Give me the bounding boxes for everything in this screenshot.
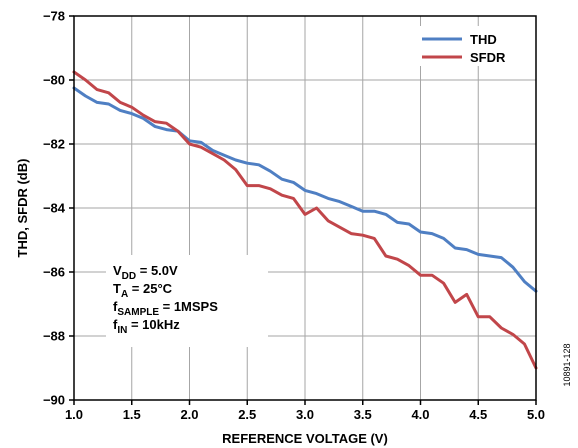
- x-tick-label: 4.0: [411, 407, 429, 422]
- x-tick-label: 1.5: [123, 407, 141, 422]
- y-tick-label: −78: [43, 9, 65, 24]
- series-line-sfdr: [72, 70, 538, 370]
- x-axis-title: REFERENCE VOLTAGE (V): [222, 431, 388, 446]
- y-tick-label: −80: [43, 73, 65, 88]
- annotation-box: [106, 255, 268, 347]
- x-tick-label: 5.0: [527, 407, 545, 422]
- legend-label-sfdr: SFDR: [470, 50, 506, 65]
- annotation-vdd: VDD = 5.0V: [113, 263, 178, 282]
- annotation-fsample: fSAMPLE = 1MSPS: [113, 299, 218, 318]
- series-line-thd: [72, 86, 538, 293]
- legend-background: [418, 26, 536, 66]
- y-tick-label: −86: [43, 265, 65, 280]
- figure-number: 10891-128: [562, 343, 572, 386]
- legend: THD SFDR: [418, 26, 536, 66]
- x-tick-label: 4.5: [469, 407, 487, 422]
- legend-label-thd: THD: [470, 32, 497, 47]
- y-tick-label: −84: [43, 201, 66, 216]
- annotation-ta: TA = 25°C: [113, 281, 173, 300]
- series-lines: [72, 70, 538, 370]
- y-tick-label: −90: [43, 393, 65, 408]
- y-tick-label: −88: [43, 329, 65, 344]
- x-tick-label: 2.0: [180, 407, 198, 422]
- y-tick-label: −82: [43, 137, 65, 152]
- x-tick-label: 1.0: [65, 407, 83, 422]
- axes: 1.0 1.5 2.0 2.5 3.0 3.5 4.0 4.5 5.0 −78 −80 −82 −84 −…: [43, 9, 545, 423]
- x-tick-label: 3.0: [296, 407, 314, 422]
- annotation-fin: fIN = 10kHz: [113, 317, 180, 336]
- y-axis-title: THD, SFDR (dB): [15, 159, 30, 258]
- x-tick-label: 3.5: [354, 407, 372, 422]
- x-tick-label: 2.5: [238, 407, 256, 422]
